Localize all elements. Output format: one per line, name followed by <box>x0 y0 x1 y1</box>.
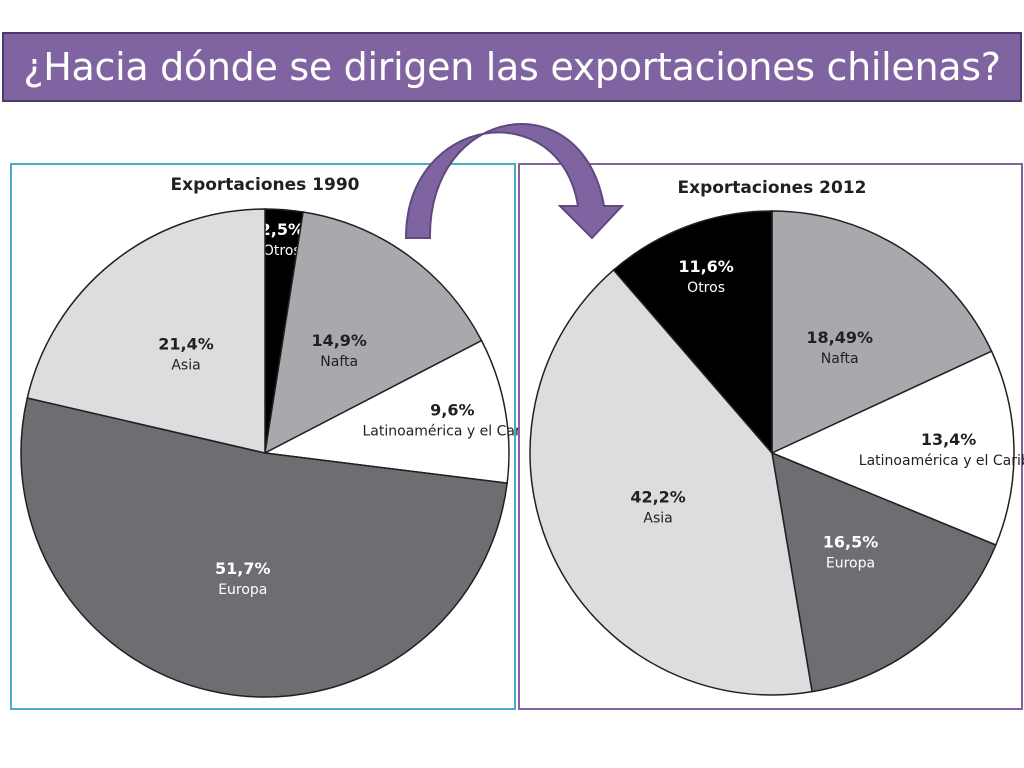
pie-slice-nafta <box>771 210 993 455</box>
slice-name-label: Europa <box>218 582 267 598</box>
slice-name-label: Otros <box>687 280 725 296</box>
slice-name-label: Nafta <box>821 351 859 367</box>
slice-name-label: Otros <box>263 243 301 259</box>
slice-value-label: 21,4% <box>158 335 214 354</box>
slice-value-label: 16,5% <box>823 532 879 551</box>
slice-name-label: Latinoamérica y el Caribe <box>363 423 543 439</box>
slice-value-label: 14,9% <box>311 331 367 350</box>
slice-value-label: 2,5% <box>260 220 304 239</box>
pie-slice-otros <box>612 210 773 456</box>
pie-chart-2012: Exportaciones 2012 18,49% Nafta 13,4% Latino… <box>529 178 1024 696</box>
pie-slice-asia <box>26 208 266 454</box>
slice-value-label: 42,2% <box>630 488 686 507</box>
panel-exports-2012: Exportaciones 2012 18,49% Nafta 13,4% Latino… <box>518 163 1024 710</box>
slice-name-label: Latinoamérica y el Caribe <box>859 453 1024 469</box>
slice-value-label: 9,6% <box>430 400 474 419</box>
slice-value-label: 18,49% <box>806 328 873 347</box>
pie-slice-nafta <box>264 211 483 455</box>
title-banner: ¿Hacia dónde se dirigen las exportacione… <box>2 32 1022 102</box>
panel-exports-1990: Exportaciones 1990 2,5% Otros 14,9% Nafta 9,6… <box>10 163 542 710</box>
slice-value-label: 11,6% <box>678 257 734 276</box>
chart-title: Exportaciones 1990 <box>171 175 360 195</box>
pie-slice-asia <box>529 268 813 696</box>
pie-chart-1990: Exportaciones 1990 2,5% Otros 14,9% Nafta 9,6… <box>20 175 542 698</box>
pie-slice-latinoamerica-y-el-caribe <box>262 339 510 485</box>
slice-name-label: Asia <box>643 511 672 527</box>
slide-title: ¿Hacia dónde se dirigen las exportacione… <box>23 45 1001 89</box>
slice-name-label: Asia <box>171 358 200 374</box>
slice-name-label: Europa <box>826 555 875 571</box>
curved-arrow-icon <box>404 123 625 240</box>
slice-value-label: 51,7% <box>215 559 271 578</box>
pie-slice-europa <box>771 451 997 693</box>
pie-slice-europa <box>20 397 508 698</box>
chart-title: Exportaciones 2012 <box>678 178 867 198</box>
pie-slice-latinoamerica-y-el-caribe <box>770 350 1015 546</box>
slice-value-label: 13,4% <box>921 430 977 449</box>
slice-name-label: Nafta <box>320 354 358 370</box>
